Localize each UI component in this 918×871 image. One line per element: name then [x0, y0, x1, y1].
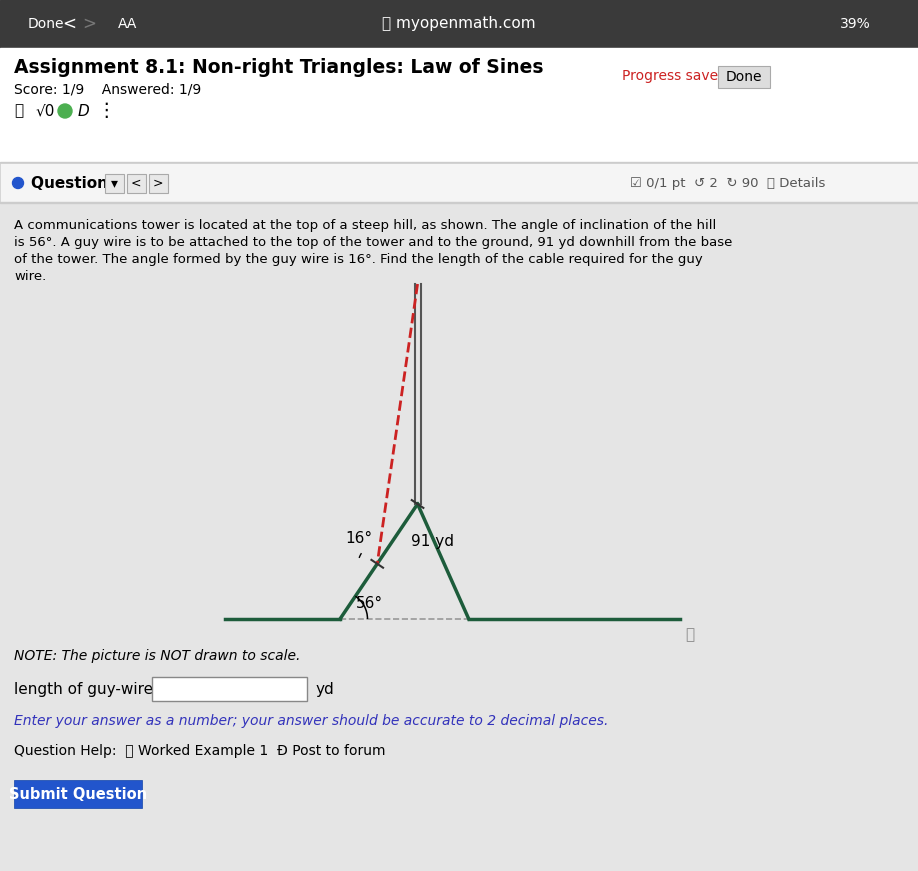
Text: Submit Question: Submit Question [9, 787, 147, 801]
Text: 16°: 16° [346, 530, 373, 546]
Text: Enter your answer as a number; your answer should be accurate to 2 decimal place: Enter your answer as a number; your answ… [14, 714, 609, 728]
Text: Done: Done [726, 70, 762, 84]
Text: ⋮: ⋮ [96, 102, 116, 120]
Bar [149, 174, 168, 193]
Text: √0: √0 [36, 104, 55, 118]
Text: NOTE: The picture is NOT drawn to scale.: NOTE: The picture is NOT drawn to scale. [14, 649, 300, 663]
Text: <: < [130, 177, 141, 190]
Circle shape [58, 104, 72, 118]
Text: Assignment 8.1: Non-right Triangles: Law of Sines: Assignment 8.1: Non-right Triangles: Law… [14, 58, 543, 78]
Bar [0, 48, 918, 163]
Text: yd: yd [315, 681, 334, 697]
Bar [0, 202, 918, 203]
Text: ☑ 0/1 pt  ↺ 2  ↻ 90  ⓘ Details: ☑ 0/1 pt ↺ 2 ↻ 90 ⓘ Details [630, 177, 825, 190]
Text: 🔒 myopenmath.com: 🔒 myopenmath.com [382, 17, 536, 31]
Text: >: > [152, 177, 163, 190]
Bar [152, 677, 307, 701]
Text: Question Help:  📄 Worked Example 1  Ð Post to forum: Question Help: 📄 Worked Example 1 Ð Post… [14, 744, 386, 758]
Text: is 56°. A guy wire is to be attached to the top of the tower and to the ground, : is 56°. A guy wire is to be attached to … [14, 236, 733, 249]
Text: length of guy-wire =: length of guy-wire = [14, 681, 171, 697]
Text: Progress saved: Progress saved [622, 69, 727, 83]
Text: wire.: wire. [14, 270, 46, 283]
Text: Score: 1/9    Answered: 1/9: Score: 1/9 Answered: 1/9 [14, 83, 201, 97]
Text: of the tower. The angle formed by the guy wire is 16°. Find the length of the ca: of the tower. The angle formed by the gu… [14, 253, 703, 266]
Bar [0, 0, 918, 48]
Text: 39%: 39% [840, 17, 871, 31]
Text: D: D [78, 104, 90, 118]
Bar [14, 780, 142, 808]
Text: 56°: 56° [356, 596, 383, 611]
Text: 🖨: 🖨 [14, 104, 23, 118]
Text: ▾: ▾ [110, 176, 118, 190]
Bar [718, 66, 770, 88]
Text: AA: AA [118, 17, 138, 31]
Text: <: < [62, 15, 76, 33]
Text: 🔍: 🔍 [685, 627, 694, 642]
Circle shape [13, 178, 24, 188]
Bar [127, 174, 146, 193]
Text: Question 2: Question 2 [31, 175, 124, 191]
Text: Done: Done [28, 17, 64, 31]
Text: >: > [82, 15, 96, 33]
Bar [0, 163, 918, 203]
Text: 91 yd: 91 yd [411, 535, 454, 550]
Text: A communications tower is located at the top of a steep hill, as shown. The angl: A communications tower is located at the… [14, 219, 716, 232]
Bar [0, 162, 918, 163]
Bar [105, 174, 124, 193]
